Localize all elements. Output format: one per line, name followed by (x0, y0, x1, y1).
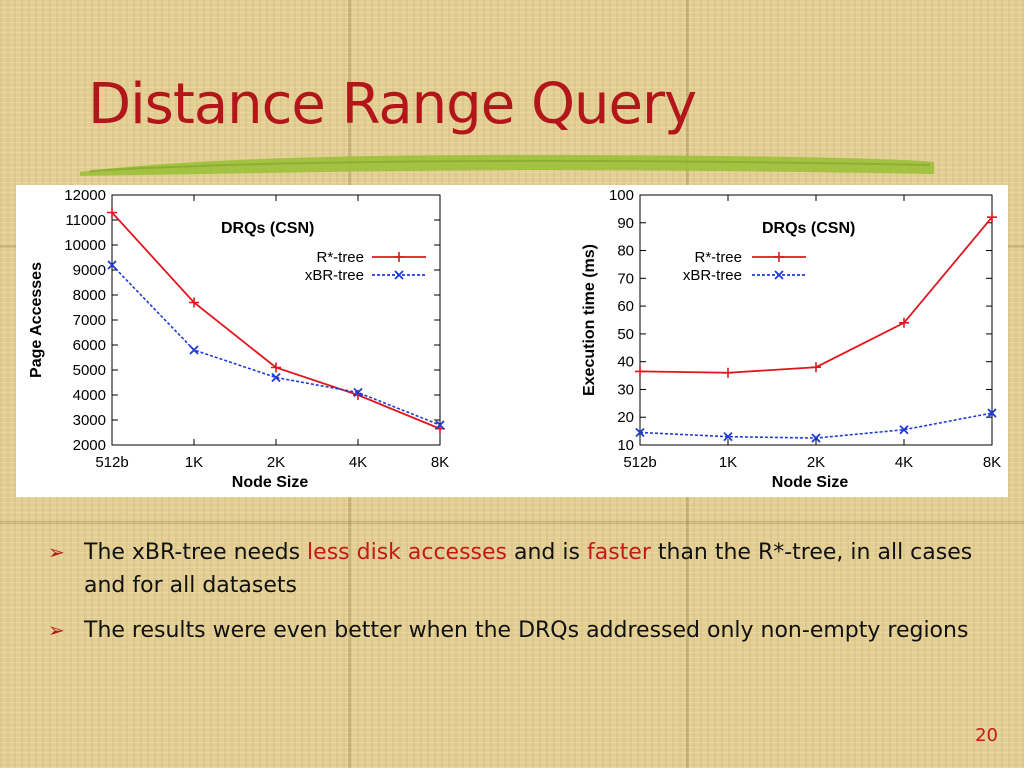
chart-2-xtick-label: 4K (895, 454, 913, 471)
chart-2-series-rstar-line (639, 216, 993, 374)
chart-1-ytick-label: 11000 (65, 212, 106, 229)
charts-svg: 2000 3000 4000 5000 6000 7000 8000 9000 10000 110… (28, 187, 1001, 491)
chart-2-series-xbr-line (639, 412, 993, 439)
chart-1-point-xbr (271, 372, 281, 383)
chart-1-xtick-label: 2K (267, 454, 285, 471)
chart-2-legend-label: R*-tree (694, 249, 742, 266)
chart-1-title: DRQs (CSN) (221, 220, 314, 237)
chart-2-ytick-label: 60 (617, 298, 634, 315)
chart-2-point-rstar (899, 317, 909, 328)
chart-2-point-xbr (723, 432, 733, 442)
chart-panel: 2000 3000 4000 5000 6000 7000 8000 9000 10000 110… (16, 185, 1008, 497)
chart-1-x-axis-label: Node Size (232, 474, 309, 491)
chart-1-series-xbr-line (111, 264, 441, 426)
chart-2-xtick-label: 8K (983, 454, 1001, 471)
chart-1-xtick-label: 8K (431, 454, 449, 471)
chart-1-series-rstar-line (111, 211, 441, 430)
chart-1-ytick-label: 9000 (73, 262, 106, 279)
arrow-bullet-icon: ➢ (48, 540, 65, 564)
chart-2-point-xbr (899, 425, 909, 435)
chart-2-ytick-label: 70 (617, 270, 634, 287)
chart-1-xtick-label: 1K (185, 454, 203, 471)
chart-1-point-rstar (271, 362, 281, 373)
chart-1-xtick-label: 512b (95, 454, 128, 471)
chart-2-ytick-label: 80 (617, 243, 634, 260)
title-underline-stroke (80, 154, 934, 176)
chart-1-y-axis-label: Page Accesses (28, 262, 45, 378)
chart-1-ytick-label: 4000 (73, 387, 106, 404)
chart-2-xtick-label: 1K (719, 454, 737, 471)
bullet-highlight-less-disk-accesses: less disk accesses (307, 540, 508, 565)
chart-2-xtick-label: 512b (623, 454, 656, 471)
chart-1-ytick-label: 12000 (64, 187, 106, 204)
page-number: 20 (975, 725, 998, 746)
chart-2-title: DRQs (CSN) (762, 220, 855, 237)
chart-2-ytick-label: 40 (617, 354, 634, 371)
chart-2-ytick-label: 20 (617, 409, 634, 426)
chart-1-point-rstar (189, 297, 199, 308)
chart-2-legend-marker (774, 252, 784, 262)
chart-1-point-xbr (189, 345, 199, 355)
bullet-text-1-part-1: The xBR-tree needs (84, 540, 308, 565)
bullet-list: ➢ The xBR-tree needs less disk accesses … (48, 536, 998, 659)
arrow-bullet-icon: ➢ (48, 618, 65, 642)
chart-1-ytick-label: 2000 (73, 437, 106, 454)
chart-2-legend-label: xBR-tree (683, 267, 742, 284)
chart-2-legend-marker (774, 270, 784, 280)
chart-2-ytick-label: 50 (617, 326, 634, 343)
chart-2-y-axis-label: Execution time (ms) (581, 244, 598, 396)
chart-1-ytick-label: 3000 (73, 412, 106, 429)
chart-1-ytick-label: 6000 (73, 337, 106, 354)
chart-2-point-xbr (987, 408, 997, 418)
bullet-text-2: The results were even better when the DR… (84, 618, 969, 643)
chart-2-ytick-label: 100 (609, 187, 634, 204)
bullet-text-1-part-5: than the R*-tree, in all cases and for a… (84, 540, 973, 598)
bullet-item-2: ➢ The results were even better when the … (48, 614, 998, 647)
chart-2-point-xbr (811, 433, 821, 443)
chart-1-point-xbr (353, 387, 363, 398)
chart-2-ytick-label: 10 (617, 437, 634, 454)
chart-2-point-rstar (635, 366, 645, 377)
chart-2-ytick-label: 30 (617, 381, 634, 398)
chart-1-legend-label: xBR-tree (305, 267, 364, 284)
chart-1-ytick-label: 8000 (73, 287, 106, 304)
chart-2-point-rstar (723, 367, 733, 378)
chart-1-ytick-label: 10000 (64, 237, 106, 254)
chart-2-point-rstar (987, 212, 997, 223)
chart-1-point-xbr (107, 260, 117, 270)
chart-1-point-xbr (435, 420, 445, 430)
slide-title: Distance Range Query (88, 72, 697, 137)
chart-1-point-rstar (107, 207, 117, 218)
chart-2-ytick-label: 90 (617, 215, 634, 232)
chart-1-legend-marker (394, 252, 404, 262)
chart-2-x-axis-label: Node Size (772, 474, 849, 491)
bullet-text-1-part-3: and is (507, 540, 587, 565)
chart-2-xtick-label: 2K (807, 454, 825, 471)
chart-1-legend-marker (394, 270, 404, 280)
chart-1-ytick-label: 7000 (73, 312, 106, 329)
bullet-item-1: ➢ The xBR-tree needs less disk accesses … (48, 536, 998, 602)
chart-1-ytick-label: 5000 (73, 362, 106, 379)
bullet-highlight-faster: faster (586, 540, 651, 565)
chart-1-legend-label: R*-tree (316, 249, 364, 266)
chart-2-point-xbr (635, 427, 645, 438)
chart-1-xtick-label: 4K (349, 454, 367, 471)
chart-2-point-rstar (811, 362, 821, 373)
